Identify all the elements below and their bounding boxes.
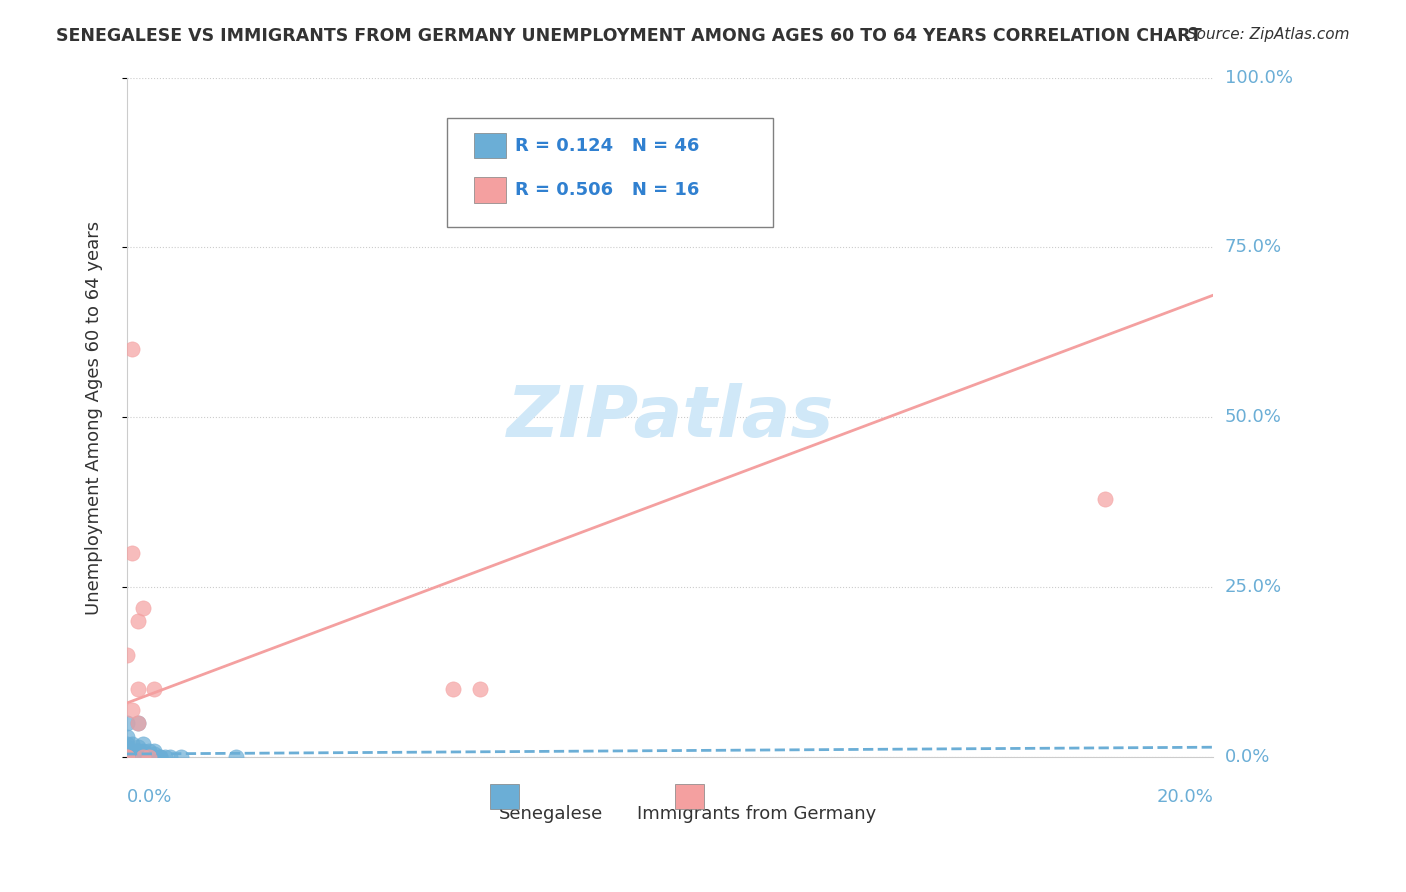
- Point: [121, 750, 143, 764]
- FancyBboxPatch shape: [474, 133, 506, 159]
- Point: [148, 750, 170, 764]
- Point: [121, 546, 143, 560]
- Point: [143, 682, 166, 697]
- Point: [127, 743, 149, 757]
- Point: [127, 750, 149, 764]
- Point: [127, 750, 149, 764]
- Text: 100.0%: 100.0%: [1225, 69, 1292, 87]
- Text: R = 0.506   N = 16: R = 0.506 N = 16: [515, 181, 699, 199]
- Point: [138, 750, 160, 764]
- Point: [127, 716, 149, 731]
- Point: [115, 750, 138, 764]
- Point: [1094, 491, 1116, 506]
- Point: [143, 750, 166, 764]
- Text: Immigrants from Germany: Immigrants from Germany: [637, 805, 877, 823]
- Point: [132, 737, 155, 751]
- Text: Source: ZipAtlas.com: Source: ZipAtlas.com: [1187, 27, 1350, 42]
- Point: [132, 747, 155, 761]
- Point: [115, 730, 138, 744]
- Point: [121, 748, 143, 763]
- Point: [115, 749, 138, 764]
- Point: [121, 750, 143, 764]
- Point: [127, 682, 149, 697]
- Point: [121, 749, 143, 764]
- Point: [115, 750, 138, 764]
- Point: [115, 743, 138, 757]
- Point: [468, 682, 491, 697]
- Point: [143, 747, 166, 761]
- Text: R = 0.124   N = 46: R = 0.124 N = 46: [515, 136, 699, 154]
- Point: [143, 743, 166, 757]
- Point: [115, 750, 138, 764]
- Point: [148, 750, 170, 764]
- FancyBboxPatch shape: [474, 177, 506, 202]
- FancyBboxPatch shape: [447, 119, 773, 227]
- Point: [121, 703, 143, 717]
- Y-axis label: Unemployment Among Ages 60 to 64 years: Unemployment Among Ages 60 to 64 years: [86, 220, 103, 615]
- Point: [121, 750, 143, 764]
- Point: [127, 740, 149, 755]
- Point: [121, 743, 143, 757]
- Point: [132, 750, 155, 764]
- FancyBboxPatch shape: [675, 784, 704, 809]
- Point: [132, 750, 155, 764]
- Text: Senegalese: Senegalese: [499, 805, 603, 823]
- Point: [170, 750, 193, 764]
- Point: [153, 750, 176, 764]
- Text: 75.0%: 75.0%: [1225, 238, 1282, 257]
- Point: [121, 343, 143, 357]
- Point: [132, 743, 155, 757]
- Point: [115, 740, 138, 755]
- Text: SENEGALESE VS IMMIGRANTS FROM GERMANY UNEMPLOYMENT AMONG AGES 60 TO 64 YEARS COR: SENEGALESE VS IMMIGRANTS FROM GERMANY UN…: [56, 27, 1202, 45]
- Point: [127, 615, 149, 629]
- Point: [115, 648, 138, 663]
- Point: [121, 750, 143, 764]
- Point: [132, 750, 155, 764]
- Text: 25.0%: 25.0%: [1225, 578, 1282, 597]
- Text: 50.0%: 50.0%: [1225, 409, 1281, 426]
- Text: 0.0%: 0.0%: [127, 788, 173, 806]
- Point: [132, 750, 155, 764]
- Point: [159, 750, 181, 764]
- Point: [127, 750, 149, 764]
- Point: [225, 750, 247, 764]
- Point: [127, 716, 149, 731]
- FancyBboxPatch shape: [489, 784, 519, 809]
- Point: [121, 737, 143, 751]
- Point: [115, 747, 138, 761]
- Point: [121, 750, 143, 764]
- Point: [132, 600, 155, 615]
- Point: [127, 750, 149, 764]
- Point: [121, 750, 143, 764]
- Point: [115, 750, 138, 764]
- Point: [138, 750, 160, 764]
- Point: [138, 750, 160, 764]
- Text: 20.0%: 20.0%: [1157, 788, 1213, 806]
- Point: [115, 737, 138, 751]
- Point: [115, 716, 138, 731]
- Point: [138, 743, 160, 757]
- Text: ZIPatlas: ZIPatlas: [506, 383, 834, 452]
- Point: [115, 745, 138, 759]
- Point: [441, 682, 464, 697]
- Point: [115, 750, 138, 764]
- Text: 0.0%: 0.0%: [1225, 748, 1270, 766]
